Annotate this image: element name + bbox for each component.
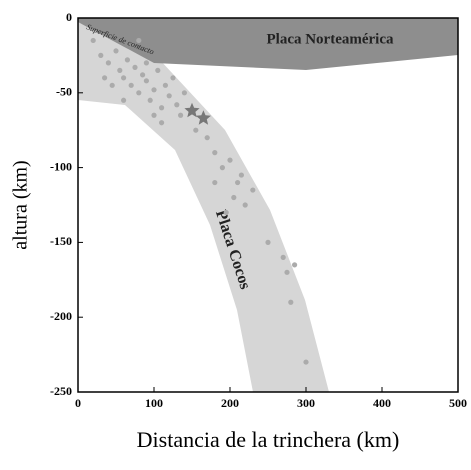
earthquake-point <box>136 90 142 96</box>
earthquake-point <box>140 72 146 78</box>
earthquake-point <box>212 150 218 156</box>
y-tick-label: -200 <box>50 309 72 323</box>
y-tick-label: 0 <box>66 10 72 24</box>
earthquake-point <box>121 97 127 103</box>
earthquake-point <box>117 67 123 73</box>
earthquake-point <box>204 135 210 141</box>
earthquake-point <box>128 82 134 88</box>
earthquake-point <box>143 60 149 66</box>
y-tick-label: -150 <box>50 234 72 248</box>
earthquake-point <box>284 269 290 275</box>
x-tick-label: 500 <box>449 396 467 410</box>
earthquake-point <box>235 179 241 186</box>
earthquake-point <box>113 48 119 54</box>
earthquake-point <box>132 64 138 70</box>
earthquake-point <box>178 112 184 118</box>
earthquake-point <box>90 37 96 44</box>
y-tick-label: -100 <box>50 159 72 173</box>
x-tick-label: 300 <box>297 396 315 410</box>
earthquake-point <box>155 67 161 73</box>
earthquake-point <box>105 60 111 66</box>
earthquake-point <box>136 37 142 44</box>
x-axis-label: Distancia de la trinchera (km) <box>137 427 400 452</box>
y-tick-label: -250 <box>50 384 72 398</box>
cocos-plate <box>78 22 329 392</box>
plot-frame <box>77 17 459 393</box>
earthquake-point <box>181 90 187 96</box>
earthquake-point <box>212 179 218 186</box>
earthquake-point <box>143 78 149 84</box>
earthquake-point <box>170 75 176 81</box>
x-tick-label: 200 <box>221 396 239 410</box>
north-america-plate <box>78 18 458 70</box>
earthquake-point <box>223 209 229 216</box>
y-axis-label: altura (km) <box>10 160 32 249</box>
earthquake-point <box>124 57 130 63</box>
earthquake-point <box>102 75 108 81</box>
earthquake-point <box>162 82 168 88</box>
earthquake-point <box>227 157 233 163</box>
earthquake-point <box>242 202 248 208</box>
earthquake-point <box>98 52 104 59</box>
star-marker <box>195 110 211 125</box>
earthquake-point <box>303 359 309 365</box>
x-tick-label: 100 <box>145 396 163 410</box>
earthquake-point <box>265 239 271 245</box>
earthquake-point <box>147 97 153 103</box>
earthquake-point <box>238 172 244 178</box>
earthquake-point <box>292 262 298 268</box>
earthquake-point <box>193 127 199 133</box>
annotation: Placa Norteamérica <box>266 31 394 47</box>
earthquake-point <box>288 299 294 305</box>
earthquake-point <box>174 102 180 108</box>
earthquake-point <box>159 120 165 126</box>
earthquake-point <box>219 165 225 171</box>
earthquake-point <box>159 105 165 111</box>
earthquake-point <box>109 82 115 88</box>
earthquake-point <box>121 75 127 81</box>
star-marker <box>184 102 200 118</box>
y-tick-label: -50 <box>56 85 72 99</box>
earthquake-point <box>151 87 157 93</box>
x-tick-label: 400 <box>373 396 391 410</box>
earthquake-point <box>166 93 172 99</box>
earthquake-point <box>231 194 237 201</box>
earthquake-point <box>250 187 256 193</box>
earthquake-point <box>151 112 157 118</box>
earthquake-point <box>280 254 286 260</box>
x-tick-label: 0 <box>75 396 81 410</box>
